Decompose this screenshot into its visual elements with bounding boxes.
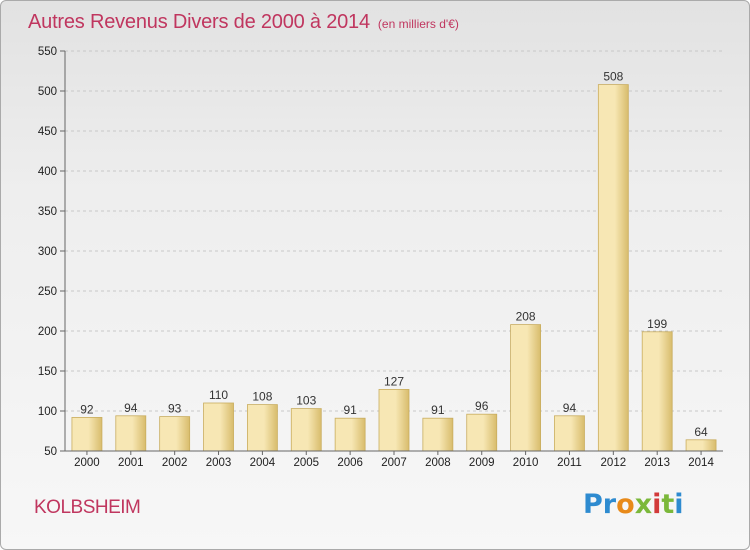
y-tick-label: 350	[38, 206, 57, 218]
axes	[60, 50, 723, 455]
y-tick-label: 450	[38, 126, 57, 138]
y-tick-label: 150	[38, 366, 57, 378]
bar	[290, 408, 322, 452]
x-tick-label: 2006	[337, 457, 363, 469]
x-tick-label: 2010	[513, 457, 539, 469]
bar	[334, 417, 366, 452]
logo-letter: P	[583, 489, 603, 520]
logo-letter: t	[661, 489, 675, 520]
data-label: 508	[603, 70, 623, 84]
y-tick-label: 400	[38, 166, 57, 178]
logo-letter: r	[602, 489, 617, 520]
data-label: 108	[252, 390, 272, 404]
data-label: 94	[124, 401, 138, 415]
logo-letter: o	[616, 489, 635, 520]
bar	[641, 331, 673, 452]
logo-letter: x	[634, 489, 653, 520]
data-label: 127	[384, 374, 404, 388]
bar	[422, 417, 454, 452]
bar	[510, 324, 542, 452]
x-tick-label: 2012	[601, 457, 627, 469]
bar	[71, 416, 103, 452]
x-tick-label: 2007	[381, 457, 407, 469]
bar	[246, 404, 278, 452]
chart-subtitle: (en milliers d'€)	[377, 17, 459, 31]
data-label: 91	[431, 403, 445, 417]
bar	[685, 439, 717, 452]
y-tick-label: 250	[38, 286, 57, 298]
data-label: 208	[516, 310, 536, 324]
x-tick-label: 2003	[206, 457, 232, 469]
x-tick-label: 2008	[425, 457, 451, 469]
x-tick-label: 2011	[557, 457, 582, 469]
logo-letter: i	[674, 489, 684, 520]
data-label: 103	[296, 394, 316, 408]
x-tick-label: 2002	[162, 457, 188, 469]
bar	[159, 416, 191, 452]
x-tick-label: 2004	[250, 457, 276, 469]
x-tick-label: 2009	[469, 457, 495, 469]
data-label: 91	[343, 403, 357, 417]
y-tick-label: 200	[38, 326, 57, 338]
y-tick-label: 100	[38, 406, 57, 418]
y-tick-label: 500	[38, 86, 57, 98]
x-tick-label: 2013	[644, 457, 670, 469]
x-tick-label: 2005	[293, 457, 319, 469]
data-label: 110	[209, 388, 228, 402]
data-label: 92	[80, 402, 94, 416]
data-label: 94	[563, 401, 577, 415]
bar	[466, 413, 498, 452]
bar	[597, 84, 629, 452]
bar	[115, 415, 147, 452]
bars	[71, 84, 717, 452]
bar	[378, 388, 410, 452]
y-tick-label: 50	[44, 446, 57, 458]
data-label: 199	[647, 317, 667, 331]
place-name: KOLBSHEIM	[34, 497, 141, 518]
y-tick-label: 300	[38, 246, 57, 258]
x-tick-label: 2014	[688, 457, 714, 469]
proxiti-logo: Proxiti	[583, 489, 684, 520]
x-tick-label: 2000	[74, 457, 100, 469]
data-label: 93	[168, 402, 182, 416]
y-tick-label: 550	[38, 46, 57, 58]
data-label: 96	[475, 399, 489, 413]
x-tick-label: 2001	[118, 457, 144, 469]
chart-title-block: Autres Revenus Divers de 2000 à 2014 (en …	[28, 11, 459, 34]
data-label: 64	[694, 425, 708, 439]
labels: 50 100 150 200 250 300 350 400 450 500 550 92 2000 94…	[38, 46, 715, 469]
chart-title: Autres Revenus Divers de 2000 à 2014	[28, 11, 370, 33]
bar	[203, 402, 234, 452]
bar	[554, 415, 585, 452]
logo-letter: i	[652, 489, 662, 520]
